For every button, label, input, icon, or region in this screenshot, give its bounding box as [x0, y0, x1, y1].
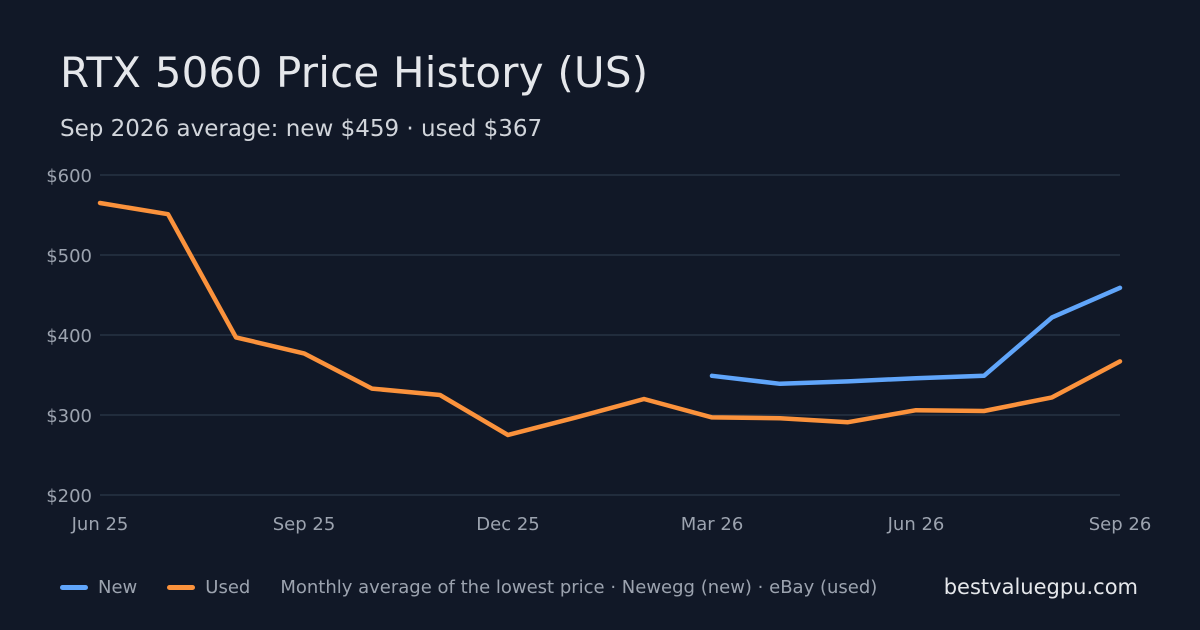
x-tick-label: Mar 26	[681, 514, 744, 535]
x-tick-label: Jun 25	[71, 514, 129, 535]
y-tick-label: $300	[46, 406, 92, 427]
x-tick-label: Sep 25	[273, 514, 336, 535]
y-tick-label: $400	[46, 326, 92, 347]
site-name: bestvaluegpu.com	[943, 575, 1138, 599]
x-tick-label: Sep 26	[1089, 514, 1152, 535]
x-tick-label: Jun 26	[887, 514, 945, 535]
x-axis-ticks: Jun 25 Sep 25 Dec 25 Mar 26 Jun 26 Sep 26	[71, 514, 1152, 535]
grid-lines	[100, 174, 1120, 496]
chart-title: RTX 5060 Price History (US)	[60, 48, 649, 97]
y-axis-ticks: $200 $300 $400 $500 $600	[46, 166, 92, 507]
legend-item-used: Used	[167, 577, 250, 598]
x-tick-label: Dec 25	[476, 514, 539, 535]
y-tick-label: $500	[46, 246, 92, 267]
legend-label-new: New	[98, 576, 138, 598]
series-line-new	[709, 285, 1123, 387]
source-note: Monthly average of the lowest price · Ne…	[280, 576, 878, 598]
legend-swatch-used	[167, 584, 196, 590]
chart-subtitle: Sep 2026 average: new $459 · used $367	[60, 116, 543, 142]
y-tick-label: $600	[46, 166, 92, 187]
chart-legend: New Used Monthly average of the lowest p…	[60, 572, 877, 602]
legend-swatch-new	[60, 584, 88, 590]
series-lines	[97, 200, 1123, 438]
legend-item-new: New	[60, 577, 137, 598]
y-tick-label: $200	[46, 486, 92, 507]
legend-label-used: Used	[205, 576, 251, 598]
series-line-used	[97, 200, 1123, 438]
